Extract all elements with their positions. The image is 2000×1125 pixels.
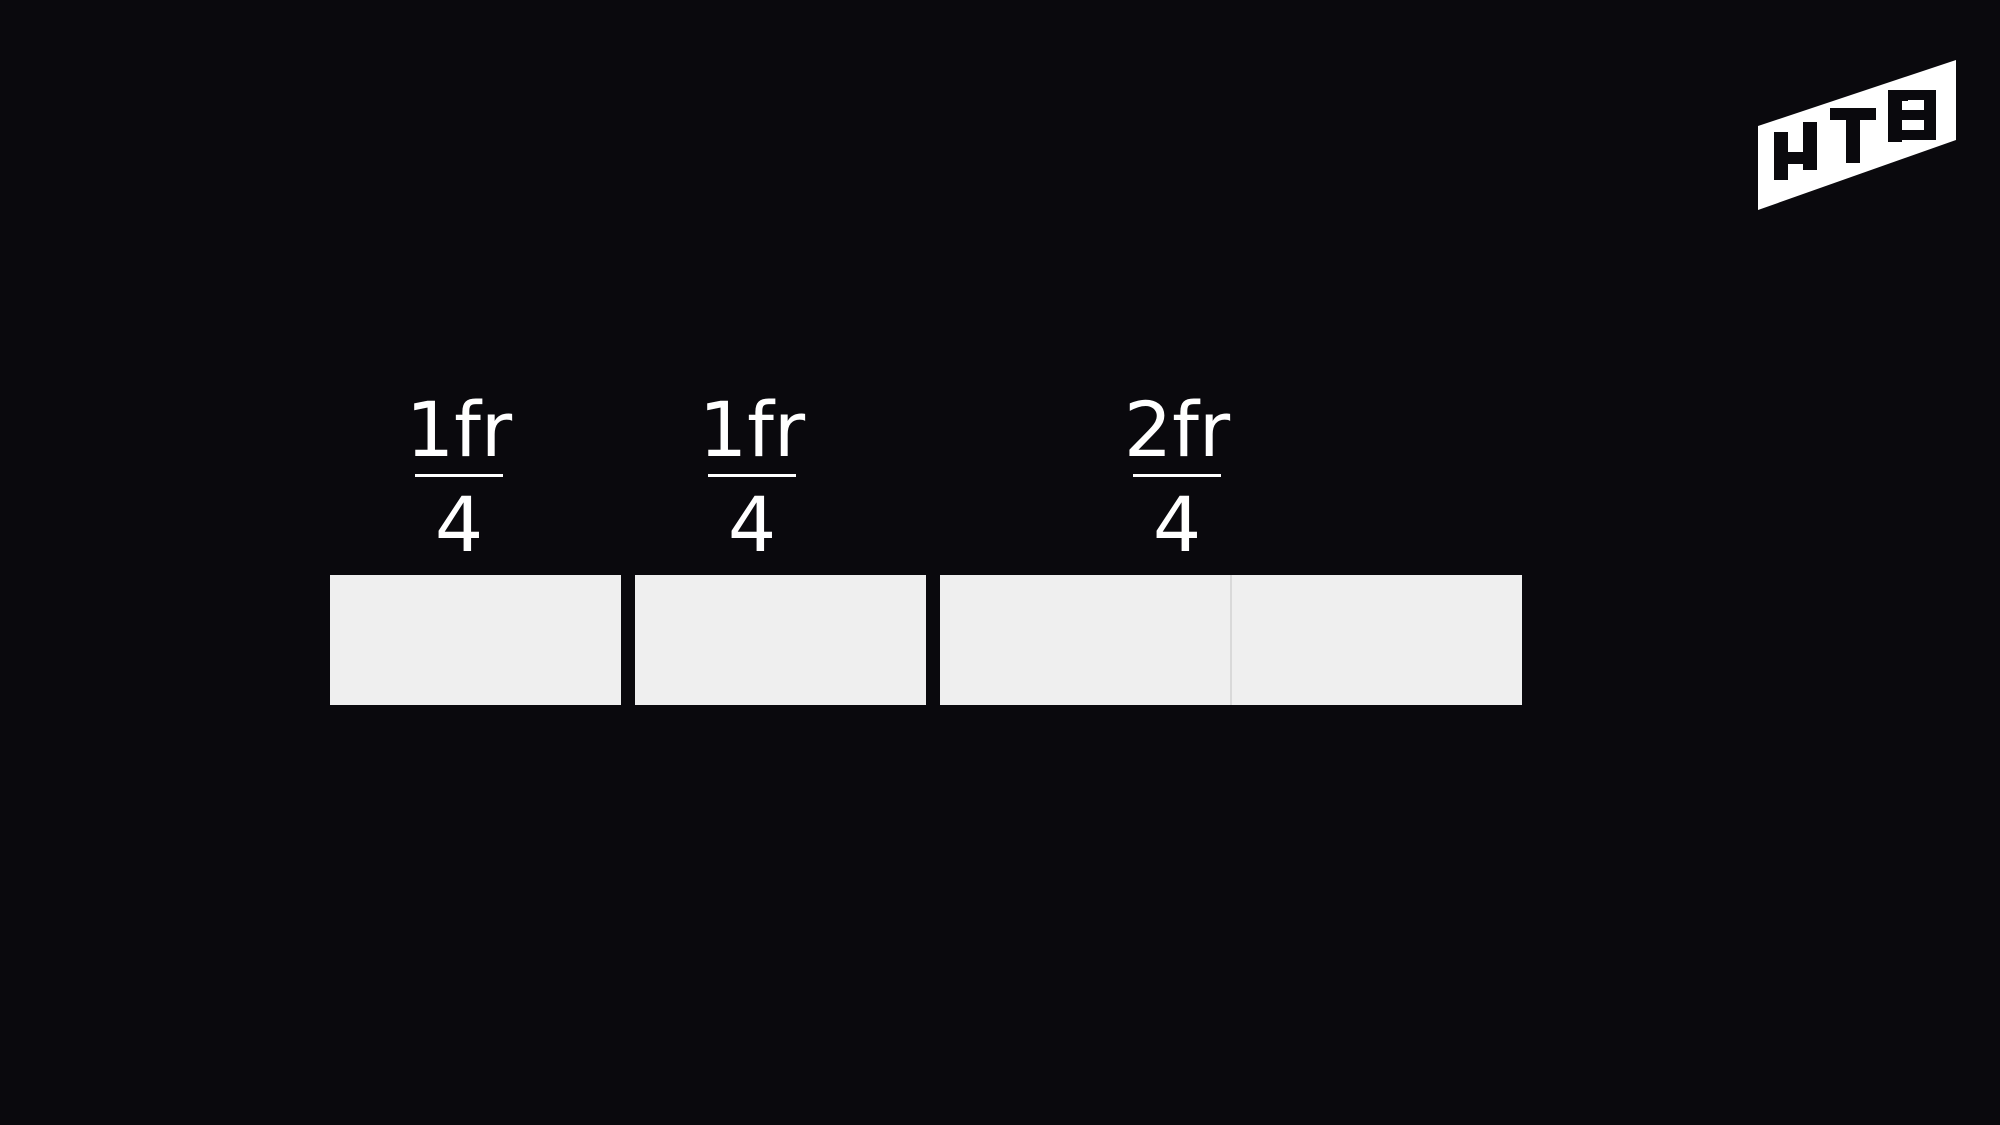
column-3-numerator: 2fr	[1123, 385, 1231, 474]
column-2-numerator: 1fr	[698, 385, 806, 474]
column-2-label: 1fr 4	[682, 392, 822, 563]
grid-column-box-1	[330, 575, 621, 705]
column-2-denominator: 4	[727, 480, 777, 569]
fraction-bar	[1133, 474, 1221, 477]
column-3-label: 2fr 4	[1107, 392, 1247, 563]
column-1-denominator: 4	[434, 480, 484, 569]
unit-divider	[1230, 575, 1232, 705]
fraction-bar	[708, 474, 796, 477]
column-1-label: 1fr 4	[389, 392, 529, 563]
grid-column-box-2	[635, 575, 926, 705]
grid-column-box-3	[940, 575, 1522, 705]
htb-logo-icon	[1758, 60, 1956, 210]
column-3-denominator: 4	[1152, 480, 1202, 569]
grid-track	[330, 575, 1522, 705]
htb-logo	[1758, 60, 1956, 215]
fraction-bar	[415, 474, 503, 477]
column-1-numerator: 1fr	[405, 385, 513, 474]
